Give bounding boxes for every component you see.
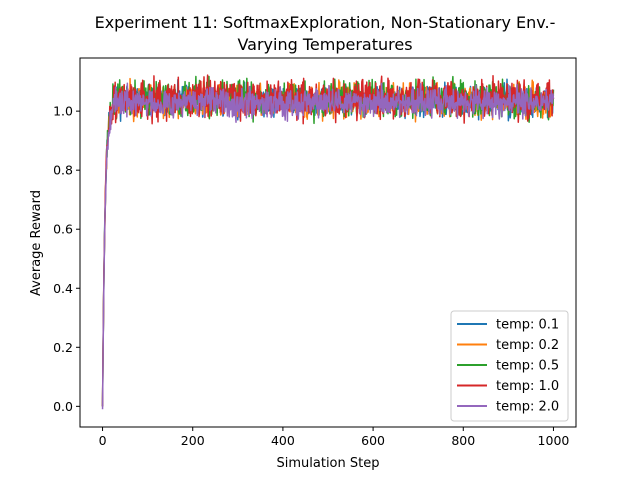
chart-title-line1: Experiment 11: SoftmaxExploration, Non-S… bbox=[95, 13, 556, 32]
legend-label: temp: 1.0 bbox=[496, 379, 559, 394]
legend: temp: 0.1 temp: 0.2 temp: 0.5 temp: 1.0 temp… bbox=[450, 310, 569, 422]
y-tick-label: 1.0 bbox=[53, 104, 73, 119]
legend-label: temp: 0.2 bbox=[496, 338, 559, 353]
x-axis: 0 200 400 600 800 1000 bbox=[99, 427, 570, 448]
y-tick-label: 0.2 bbox=[53, 340, 73, 355]
y-axis-label: Average Reward bbox=[29, 190, 44, 296]
legend-label: temp: 0.1 bbox=[496, 318, 559, 333]
x-tick-label: 0 bbox=[99, 433, 107, 448]
chart-title-line2: Varying Temperatures bbox=[237, 35, 412, 54]
x-tick-label: 600 bbox=[361, 433, 385, 448]
y-tick-label: 0.4 bbox=[53, 281, 73, 296]
series-line bbox=[101, 82, 555, 410]
x-tick-label: 800 bbox=[451, 433, 475, 448]
y-tick-label: 0.0 bbox=[53, 399, 73, 414]
legend-label: temp: 2.0 bbox=[496, 400, 559, 415]
legend-label: temp: 0.5 bbox=[496, 359, 559, 374]
x-tick-label: 200 bbox=[181, 433, 205, 448]
plot-frame bbox=[79, 57, 577, 428]
series-layer bbox=[101, 74, 555, 410]
y-tick-label: 0.6 bbox=[53, 222, 73, 237]
x-axis-label: Simulation Step bbox=[277, 456, 380, 471]
y-axis: 0.0 0.2 0.4 0.6 0.8 1.0 bbox=[53, 104, 80, 414]
x-tick-label: 400 bbox=[271, 433, 295, 448]
legend-box bbox=[450, 310, 569, 422]
x-tick-label: 1000 bbox=[538, 433, 570, 448]
y-tick-label: 0.8 bbox=[53, 163, 73, 178]
